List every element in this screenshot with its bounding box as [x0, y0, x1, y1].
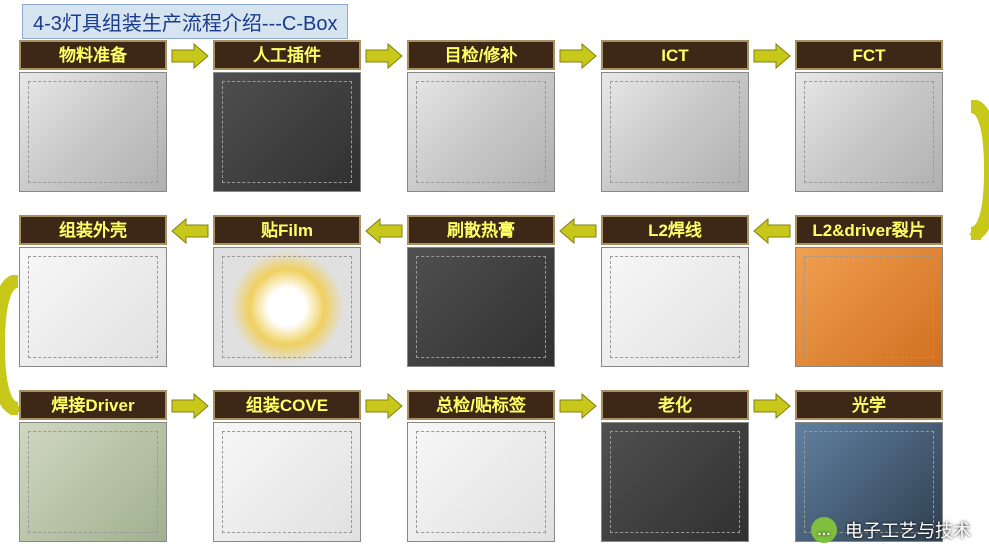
arrow-left-icon	[170, 217, 210, 245]
flow-row-2: 组装外壳 贴Film 刷散热膏 L2焊线 L2&driver裂片	[14, 215, 948, 367]
step-final-inspect-label: 总检/贴标签	[402, 390, 560, 542]
flow-row-1: 物料准备 人工插件 目检/修补 ICT FCT	[14, 40, 948, 192]
arrow-left-icon	[364, 217, 404, 245]
step-label: 目检/修补	[407, 40, 555, 70]
arrow-left-icon	[558, 217, 598, 245]
step-l2-solder: L2焊线	[596, 215, 754, 367]
arrow-right-icon	[558, 392, 598, 420]
step-label: 光学	[795, 390, 943, 420]
arrow-right-icon	[752, 42, 792, 70]
arrow-curve-down-icon	[965, 100, 989, 240]
step-label: 总检/贴标签	[407, 390, 555, 420]
watermark: … 电子工艺与技术	[811, 517, 971, 543]
step-image	[795, 247, 943, 367]
step-l2-driver-crack: L2&driver裂片	[790, 215, 948, 367]
step-material-prep: 物料准备	[14, 40, 172, 192]
flow-row-3: 焊接Driver 组装COVE 总检/贴标签 老化 光学	[14, 390, 948, 542]
arrow-right-icon	[170, 392, 210, 420]
step-label: 物料准备	[19, 40, 167, 70]
step-thermal-paste: 刷散热膏	[402, 215, 560, 367]
arrow-right-icon	[170, 42, 210, 70]
arrow-right-icon	[558, 42, 598, 70]
step-label: L2&driver裂片	[795, 215, 943, 245]
step-fct: FCT	[790, 40, 948, 192]
step-label: 焊接Driver	[19, 390, 167, 420]
step-image	[601, 72, 749, 192]
flowchart: 物料准备 人工插件 目检/修补 ICT FCT 组装外壳	[0, 40, 989, 559]
step-image	[407, 247, 555, 367]
page-title: 4-3灯具组装生产流程介绍---C-Box	[22, 4, 348, 39]
step-label: 人工插件	[213, 40, 361, 70]
step-label: L2焊线	[601, 215, 749, 245]
step-label: 组装外壳	[19, 215, 167, 245]
arrow-right-icon	[364, 42, 404, 70]
step-image	[19, 72, 167, 192]
step-label: 贴Film	[213, 215, 361, 245]
step-image	[407, 72, 555, 192]
step-aging: 老化	[596, 390, 754, 542]
step-label: 老化	[601, 390, 749, 420]
step-label: 组装COVE	[213, 390, 361, 420]
step-assemble-housing: 组装外壳	[14, 215, 172, 367]
step-assemble-cove: 组装COVE	[208, 390, 366, 542]
step-image	[19, 422, 167, 542]
arrow-left-icon	[752, 217, 792, 245]
step-image	[213, 422, 361, 542]
step-label: 刷散热膏	[407, 215, 555, 245]
step-manual-insert: 人工插件	[208, 40, 366, 192]
step-image	[407, 422, 555, 542]
step-ict: ICT	[596, 40, 754, 192]
step-image	[795, 72, 943, 192]
step-visual-inspect: 目检/修补	[402, 40, 560, 192]
step-image	[601, 247, 749, 367]
watermark-text: 电子工艺与技术	[845, 517, 971, 543]
wechat-icon: …	[811, 517, 837, 543]
step-label: FCT	[795, 40, 943, 70]
step-label: ICT	[601, 40, 749, 70]
step-image	[601, 422, 749, 542]
arrow-right-icon	[364, 392, 404, 420]
step-apply-film: 贴Film	[208, 215, 366, 367]
step-image	[213, 72, 361, 192]
arrow-right-icon	[752, 392, 792, 420]
step-image	[213, 247, 361, 367]
step-image	[19, 247, 167, 367]
step-solder-driver: 焊接Driver	[14, 390, 172, 542]
